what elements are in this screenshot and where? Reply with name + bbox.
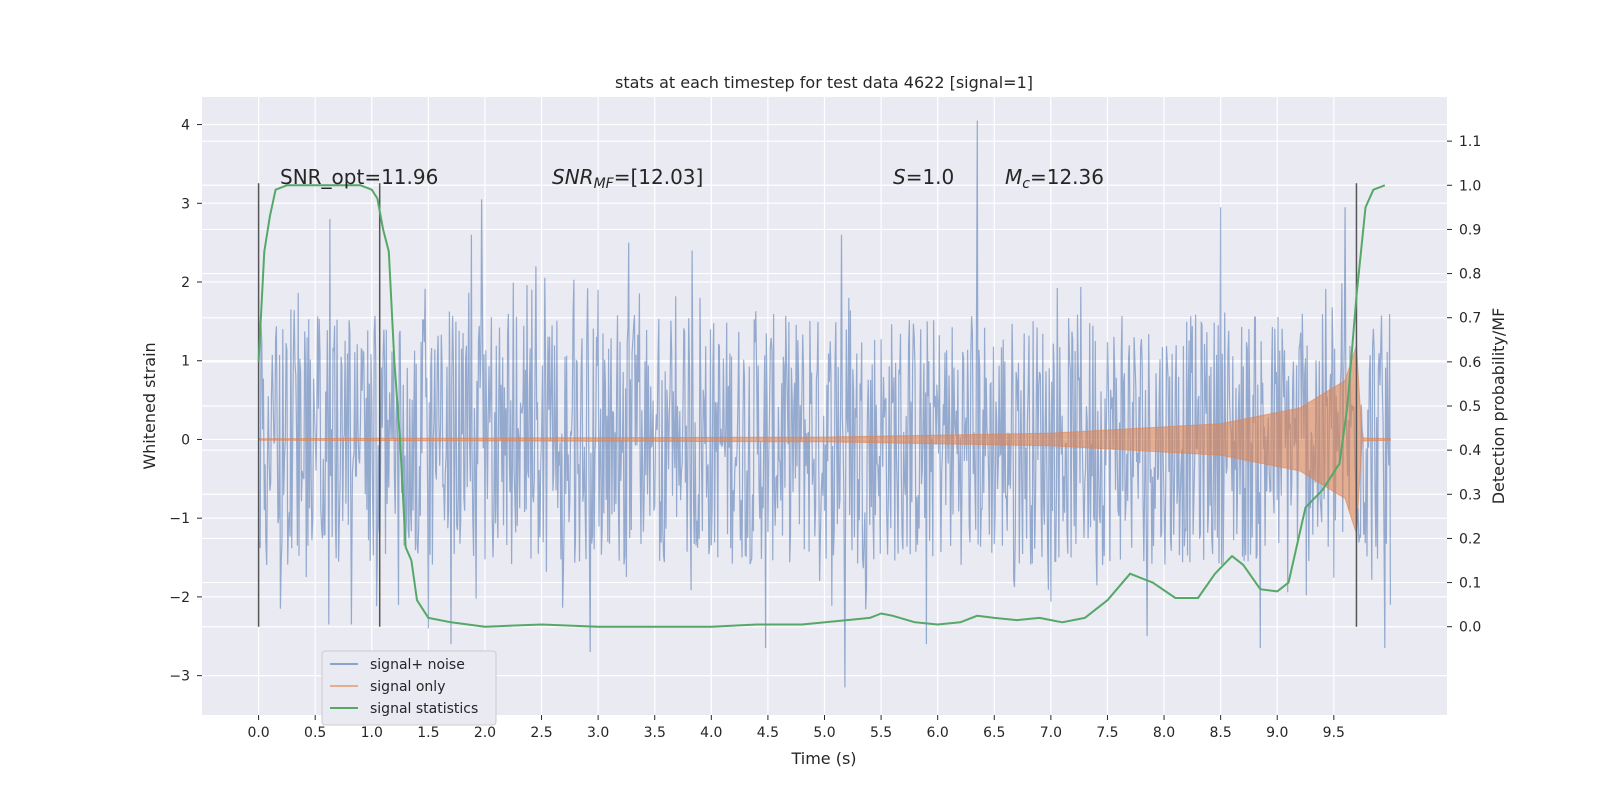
x-tick-label: 2.5 [530, 725, 552, 741]
chart-title: stats at each timestep for test data 462… [615, 73, 1033, 92]
legend: signal+ noise signal only signal statist… [321, 650, 497, 726]
annotation-mc-value: =12.36 [1030, 165, 1104, 189]
annotation-s: S=1.0 [893, 165, 954, 189]
y2-tick-label: 0.0 [1459, 620, 1481, 636]
legend-label-signal-only: signal only [370, 679, 445, 695]
y2-tick-label: 0.6 [1459, 355, 1481, 371]
legend-box [321, 650, 497, 726]
annotation-snr-opt: SNR_opt=11.96 [280, 165, 438, 189]
y2-tick-label: 0.1 [1459, 576, 1481, 592]
signal-noise-trace [258, 120, 1391, 688]
y2-tick-label: 0.7 [1459, 311, 1481, 327]
signal-only-trace [258, 344, 1391, 535]
x-tick-label: 8.0 [1153, 725, 1175, 741]
x-axis-label: Time (s) [790, 749, 856, 768]
x-tick-label: 1.0 [361, 725, 383, 741]
y2-tick-label: 0.3 [1459, 487, 1481, 503]
annotation-mc-sub: c [1022, 176, 1030, 192]
y-tick-label: 0 [181, 432, 190, 448]
series-signal-noise [258, 120, 1391, 688]
annotation-mc: Mc=12.36 [1005, 165, 1104, 192]
annotation-snr-mf-value: =[12.03] [614, 165, 704, 189]
vertical-markers [257, 183, 1358, 627]
y-tick-label: −1 [169, 511, 190, 527]
annotation-s-value: =1.0 [906, 165, 955, 189]
x-tick-label: 1.5 [417, 725, 439, 741]
annotation-snr-mf-label: SNR [552, 165, 594, 189]
x-tick-label: 6.5 [983, 725, 1005, 741]
y2-tick-label: 1.0 [1459, 178, 1481, 194]
x-tick-label: 3.0 [587, 725, 609, 741]
x-tick-label: 7.5 [1096, 725, 1118, 741]
annotation-snr-mf: SNRMF=[12.03] [552, 165, 703, 192]
x-tick-label: 8.5 [1210, 725, 1232, 741]
x-tick-label: 4.5 [757, 725, 779, 741]
series-signal-statistics [257, 184, 1386, 628]
y2-tick-label: 0.9 [1459, 222, 1481, 238]
x-tick-label: 0.0 [247, 725, 269, 741]
y2-tick-label: 0.2 [1459, 531, 1481, 547]
x-tick-label: 4.0 [700, 725, 722, 741]
y2-tick-label: 1.1 [1459, 134, 1481, 150]
y-tick-label: 2 [181, 275, 190, 291]
y-tick-label: −3 [169, 669, 190, 685]
grid-vertical [257, 97, 1335, 715]
x-tick-label: 5.5 [870, 725, 892, 741]
y2-axis-label: Detection probability/MF [1489, 308, 1508, 505]
annotation-s-label: S [893, 165, 906, 189]
y2-axis-ticks: 1.1 1.0 0.9 0.8 0.7 0.6 0.5 0.4 0.3 0.2 0.1 0.0 [1447, 134, 1481, 636]
series-signal-only [258, 344, 1391, 535]
x-tick-label: 3.5 [644, 725, 666, 741]
y-tick-label: −2 [169, 590, 190, 606]
x-axis-ticks: 0.0 0.5 1.0 1.5 2.0 2.5 3.0 3.5 4.0 4.5 5.0 5.5 6.0 6… [247, 715, 1345, 741]
y2-tick-label: 0.5 [1459, 399, 1481, 415]
annotation-mc-label: M [1005, 165, 1022, 189]
signal-statistics-trace [257, 184, 1386, 628]
legend-label-signal-statistics: signal statistics [370, 701, 478, 717]
y2-tick-label: 0.4 [1459, 443, 1481, 459]
y2-tick-label: 0.8 [1459, 267, 1481, 283]
y-axis-ticks: 4 3 2 1 0 −1 −2 −3 [169, 118, 202, 685]
annotation-snr-mf-sub: MF [594, 176, 615, 192]
y-tick-label: 1 [181, 354, 190, 370]
legend-label-signal-noise: signal+ noise [370, 657, 465, 673]
x-tick-label: 9.5 [1323, 725, 1345, 741]
x-tick-label: 2.0 [474, 725, 496, 741]
y-axis-label: Whitened strain [140, 342, 159, 469]
x-tick-label: 9.0 [1266, 725, 1288, 741]
x-tick-label: 0.5 [304, 725, 326, 741]
y-tick-label: 4 [181, 118, 190, 134]
y-tick-label: 3 [181, 196, 190, 212]
x-tick-label: 6.0 [927, 725, 949, 741]
x-tick-label: 5.0 [813, 725, 835, 741]
x-tick-label: 7.0 [1040, 725, 1062, 741]
